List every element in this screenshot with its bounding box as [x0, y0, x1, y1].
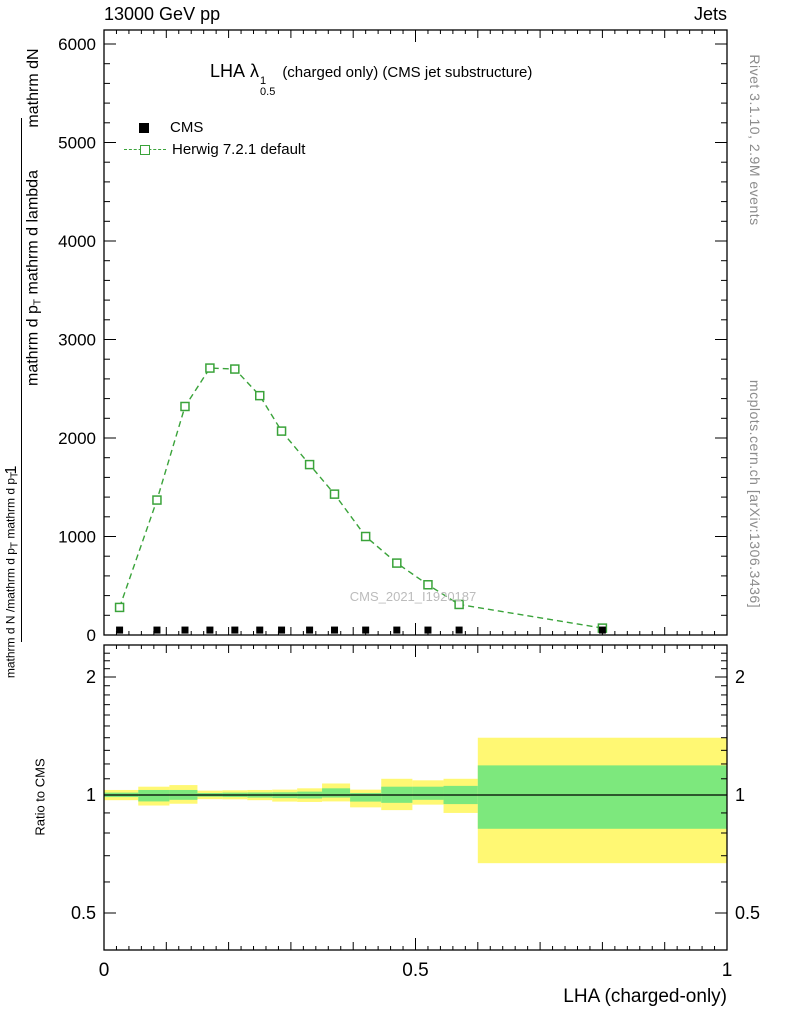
- x-axis-label: LHA (charged-only): [563, 986, 727, 1007]
- y-tick-label: 2000: [58, 429, 96, 448]
- cms-marker: [598, 626, 606, 634]
- y-axis-label-denominator-a: mathrm d p: [24, 305, 42, 386]
- cms-marker: [153, 626, 161, 634]
- legend-item-herwig: Herwig 7.2.1 default: [124, 141, 305, 158]
- beam-energy-label: 13000 GeV pp: [104, 4, 221, 24]
- analysis-group-label: Jets: [693, 4, 727, 24]
- title-subscript: 0.5: [260, 86, 276, 98]
- title-prefix: LHA: [210, 61, 246, 81]
- herwig-dashed-square-marker-icon: [124, 144, 166, 156]
- cms-marker: [181, 626, 189, 634]
- x-tick-label: 1: [722, 960, 733, 981]
- x-tick-label: 0: [99, 960, 110, 981]
- band-green: [350, 792, 382, 802]
- ratio-tick-label-left: 2: [86, 667, 96, 687]
- ratio-frame: [103, 644, 728, 951]
- plot-title: LHA λ 1 0.5 (charged only) (CMS jet substruc…: [210, 61, 532, 98]
- herwig-marker: [180, 401, 190, 412]
- legend-label-cms: CMS: [170, 119, 204, 136]
- cms-markers: [116, 626, 606, 634]
- legend-label-herwig: Herwig 7.2.1 default: [172, 141, 306, 158]
- y-axis-label-denominator-sub: T: [32, 298, 44, 306]
- y-tick-label: 3000: [58, 331, 96, 350]
- band-green: [138, 789, 170, 802]
- herwig-marker: [114, 602, 125, 613]
- y-axis-fraction-bar: [21, 118, 23, 642]
- y-tick-label: 0: [87, 626, 96, 645]
- herwig-marker: [360, 531, 371, 542]
- title-superscript: 1: [260, 75, 267, 87]
- herwig-open-square-icon: [140, 144, 150, 155]
- y-axis-outer-denominator-sub-a: T: [9, 542, 21, 549]
- cms-marker: [362, 626, 370, 634]
- herwig-marker: [276, 426, 287, 436]
- watermark: CMS_2021_I1920187: [349, 589, 477, 604]
- ratio-tick-label-left: 1: [86, 785, 96, 805]
- ratio-tick-label-right: 0.5: [735, 903, 760, 923]
- ratio-axis-label: Ratio to CMS: [32, 758, 48, 836]
- ratio-tick-label-right: 2: [735, 667, 745, 687]
- ratio-tick-label-left: 0.5: [71, 903, 96, 923]
- y-axis-outer-denominator: mathrm d N /mathrm d pT mathrm d pT: [4, 472, 21, 678]
- mcplots-reference-note: mcplots.cern.ch [arXiv:1306.3436]: [747, 379, 763, 609]
- rivet-version-note: Rivet 3.1.10, 2.9M events: [747, 54, 763, 226]
- legend-item-cms: CMS: [139, 119, 203, 136]
- band-green: [477, 765, 727, 829]
- herwig-marker: [205, 363, 215, 373]
- cms-square-marker-icon: [139, 122, 149, 133]
- cms-marker: [424, 626, 432, 634]
- y-tick-label: 4000: [58, 232, 96, 251]
- cms-marker: [231, 626, 239, 634]
- herwig-marker: [329, 489, 340, 499]
- cms-marker: [331, 626, 339, 634]
- title-suffix: (charged only) (CMS jet substructure): [282, 64, 533, 81]
- cms-marker: [393, 626, 401, 634]
- herwig-marker: [392, 558, 402, 568]
- cms-marker: [278, 626, 286, 634]
- y-tick-label: 6000: [58, 35, 96, 54]
- ratio-tick-label-right: 1: [735, 785, 745, 805]
- herwig-marker: [255, 390, 265, 401]
- herwig-marker: [423, 580, 433, 590]
- axis-ticks: [103, 30, 728, 950]
- herwig-marker: [454, 599, 464, 610]
- band-green: [412, 786, 444, 800]
- y-tick-label: 5000: [58, 134, 96, 153]
- cms-marker: [256, 626, 264, 634]
- y-tick-label: 1000: [58, 528, 96, 547]
- herwig-marker: [304, 459, 315, 470]
- cms-marker: [306, 626, 314, 634]
- band-green: [322, 788, 351, 798]
- y-axis-label-denominator: mathrm d pT mathrm d lambda: [25, 170, 44, 386]
- x-tick-label: 0.5: [402, 960, 428, 981]
- y-axis-outer-denominator-a: mathrm d N /mathrm d p: [3, 548, 18, 679]
- cms-marker: [455, 626, 463, 634]
- y-axis-label-numerator: mathrm dN: [25, 48, 42, 128]
- cms-marker: [116, 626, 124, 634]
- main-frame: [103, 29, 728, 636]
- herwig-line: [118, 367, 603, 629]
- herwig-marker: [152, 495, 162, 505]
- cms-marker: [206, 626, 214, 634]
- ratio-bands: [104, 737, 727, 864]
- herwig-marker: [230, 364, 240, 374]
- y-axis-label-denominator-b: mathrm d lambda: [24, 170, 42, 299]
- y-axis-outer-denominator-b: mathrm d p: [3, 477, 18, 542]
- title-lambda: λ: [250, 61, 260, 81]
- y-axis-outer-denominator-sub-b: T: [9, 471, 21, 478]
